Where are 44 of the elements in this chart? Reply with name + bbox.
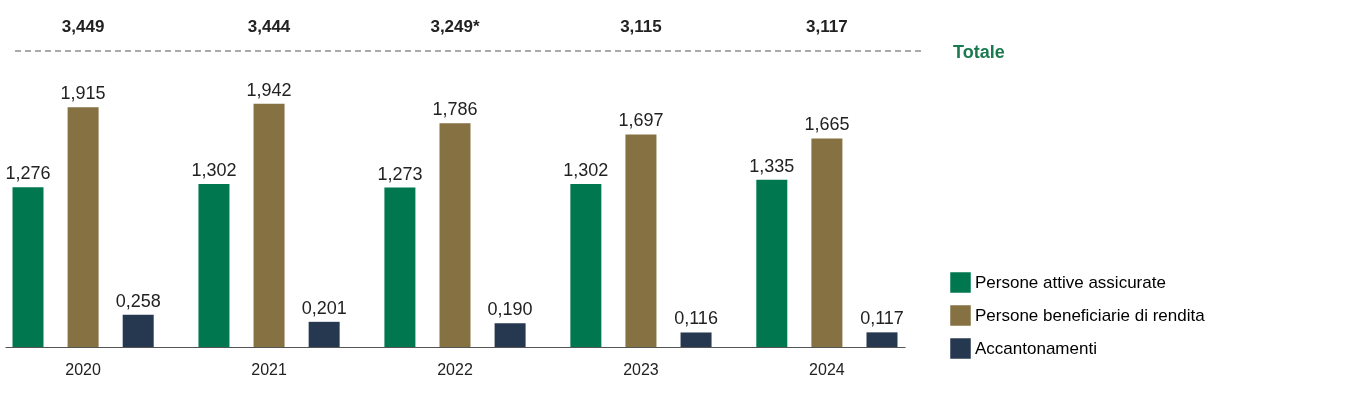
- bar: [12, 187, 44, 347]
- x-tick-label: 2023: [623, 360, 659, 378]
- legend-label: Accantonamenti: [975, 338, 1097, 358]
- bar: [122, 314, 154, 347]
- bar: [67, 107, 99, 347]
- data-label: 1,302: [191, 159, 237, 180]
- bar: [756, 179, 788, 347]
- data-label: 0,190: [487, 299, 533, 320]
- data-label: 0,201: [301, 297, 347, 318]
- data-label: 0,116: [674, 308, 718, 329]
- data-label: 0,117: [860, 308, 904, 329]
- bar: [811, 138, 843, 347]
- bar: [866, 332, 898, 347]
- bar: [570, 183, 602, 347]
- bar: [680, 332, 712, 347]
- x-tick-label: 2024: [809, 360, 845, 378]
- data-label: 1,697: [618, 110, 664, 131]
- text: 3,249*: [430, 17, 480, 36]
- legend-label: Persone beneficiarie di rendita: [975, 305, 1206, 325]
- bar: [494, 323, 526, 347]
- data-label: 0,258: [115, 290, 161, 311]
- data-label: 1,786: [432, 99, 478, 120]
- bar: [198, 183, 230, 347]
- data-label: 1,942: [246, 79, 292, 100]
- data-label: 1,273: [377, 163, 423, 184]
- data-label: 1,276: [5, 163, 51, 184]
- x-tick-label: 2022: [437, 360, 473, 378]
- x-tick-label: 2020: [65, 360, 101, 378]
- bar: [625, 134, 657, 347]
- bar: [253, 103, 285, 347]
- bar: [384, 187, 416, 347]
- data-label: 1,665: [804, 114, 850, 135]
- data-label: 1,335: [749, 155, 795, 176]
- x-tick-label: 2021: [251, 360, 287, 378]
- text: 3,444: [247, 17, 291, 36]
- text: 3,449: [61, 17, 105, 36]
- text: 3,115: [620, 17, 662, 36]
- text: Totale: [953, 42, 1005, 62]
- text: 3,117: [806, 17, 848, 36]
- bar: [308, 321, 340, 347]
- bar: [439, 123, 471, 347]
- legend-label: Persone attive assicurate: [975, 272, 1166, 292]
- data-label: 1,915: [60, 83, 106, 104]
- data-label: 1,302: [563, 159, 609, 180]
